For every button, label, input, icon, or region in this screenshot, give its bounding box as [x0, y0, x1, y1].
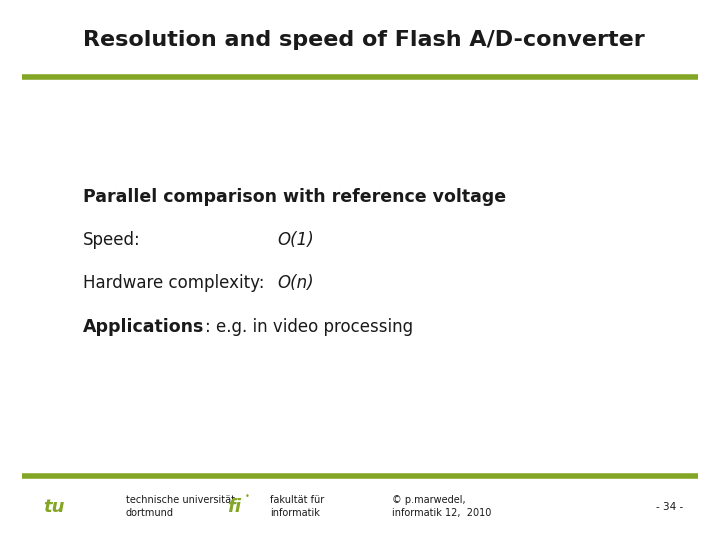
Text: : e.g. in video processing: : e.g. in video processing	[205, 318, 413, 336]
Text: tu: tu	[43, 497, 65, 516]
Text: Applications: Applications	[83, 318, 204, 336]
Text: fi: fi	[227, 497, 241, 516]
Text: Resolution and speed of Flash A/D-converter: Resolution and speed of Flash A/D-conver…	[83, 30, 644, 51]
Text: O(n): O(n)	[277, 274, 314, 293]
Text: •: •	[245, 492, 249, 501]
Text: - 34 -: - 34 -	[656, 502, 683, 511]
Text: technische universität
dortmund: technische universität dortmund	[126, 495, 235, 518]
Text: fakultät für
informatik: fakultät für informatik	[270, 495, 324, 518]
Text: © p.marwedel,
informatik 12,  2010: © p.marwedel, informatik 12, 2010	[392, 495, 492, 518]
Text: O(1): O(1)	[277, 231, 314, 249]
Text: Hardware complexity:: Hardware complexity:	[83, 274, 264, 293]
Text: Parallel comparison with reference voltage: Parallel comparison with reference volta…	[83, 188, 506, 206]
Text: Speed:: Speed:	[83, 231, 140, 249]
